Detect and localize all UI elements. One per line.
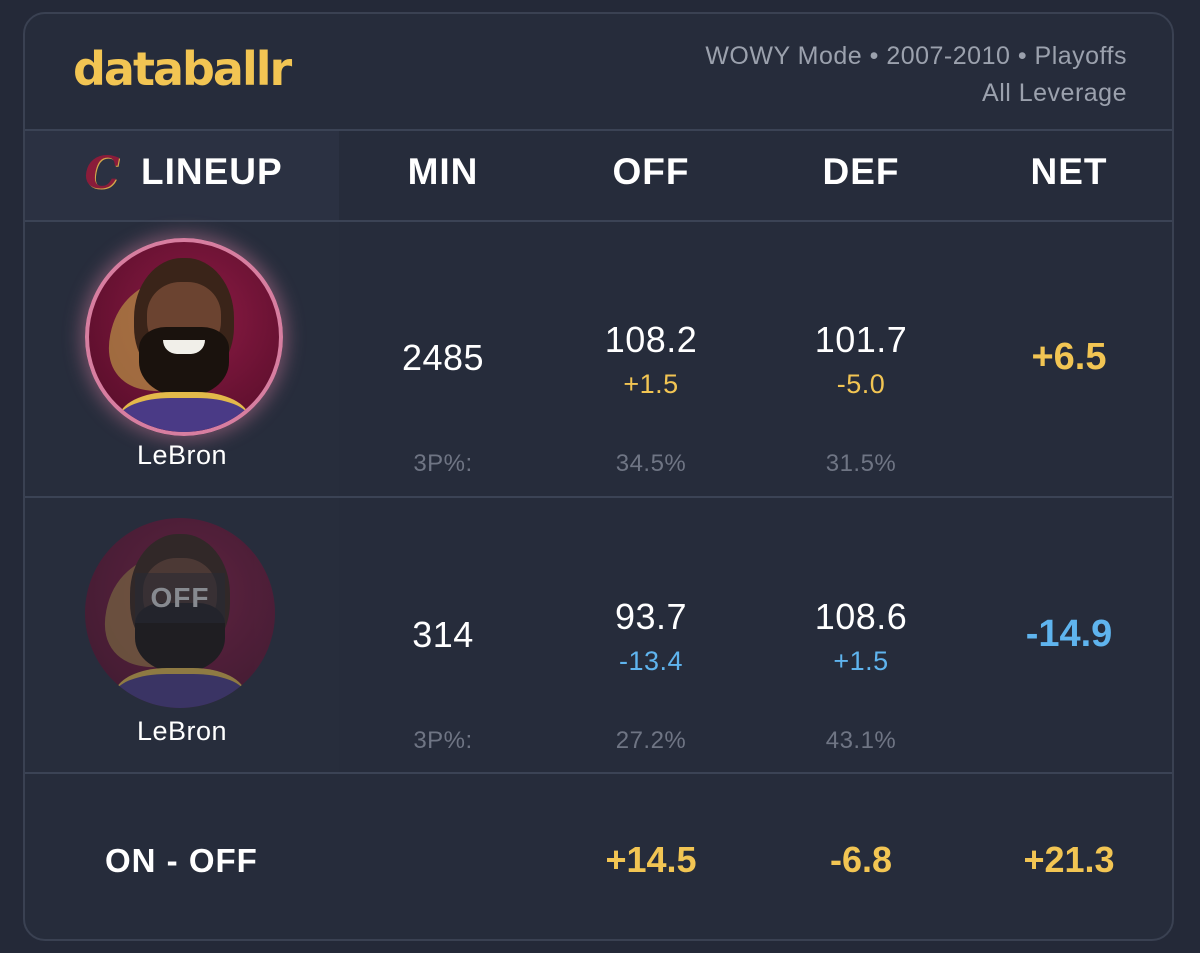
off-rating: 108.2 [604, 319, 698, 360]
off-delta: +1.5 [623, 369, 679, 399]
net-rating: -14.9 [1025, 613, 1113, 655]
on-off-net: +21.3 [1023, 839, 1115, 880]
player-name: LeBron [136, 440, 228, 470]
column-header-min[interactable]: MIN [407, 151, 479, 192]
column-header-net[interactable]: NET [1030, 151, 1108, 192]
min-value: 2485 [401, 337, 485, 378]
filter-summary: WOWY Mode • 2007-2010 • Playoffs All Lev… [705, 38, 1127, 112]
on-off-off: +14.5 [605, 839, 697, 880]
def-three-pt: 43.1% [825, 727, 897, 754]
off-badge: OFF [135, 573, 225, 623]
def-rating: 101.7 [814, 319, 908, 360]
three-pt-label: 3P%: [413, 450, 473, 477]
divider [25, 220, 1172, 222]
player-name: LeBron [136, 716, 228, 746]
three-pt-label: 3P%: [413, 727, 473, 754]
filter-line-1[interactable]: WOWY Mode • 2007-2010 • Playoffs [705, 42, 1127, 70]
player-avatar-off[interactable]: C OFF [85, 518, 275, 708]
def-delta: +1.5 [833, 646, 889, 676]
on-off-label: ON - OFF [105, 842, 258, 879]
off-three-pt: 34.5% [615, 450, 687, 477]
off-rating: 93.7 [614, 596, 688, 637]
column-header-off[interactable]: OFF [612, 151, 690, 192]
divider [25, 496, 1172, 498]
def-delta: -5.0 [836, 369, 886, 399]
wowy-card: databallr WOWY Mode • 2007-2010 • Playof… [23, 12, 1174, 941]
off-three-pt: 27.2% [615, 727, 687, 754]
net-rating: +6.5 [1031, 336, 1107, 378]
cavaliers-logo-icon: C [84, 148, 120, 199]
min-value: 314 [412, 614, 474, 655]
def-three-pt: 31.5% [825, 450, 897, 477]
filter-line-2[interactable]: All Leverage [982, 79, 1127, 107]
player-cell-on: C LeBron [25, 222, 339, 496]
brand-logo[interactable]: databallr [73, 42, 292, 96]
column-header-def[interactable]: DEF [822, 151, 900, 192]
on-off-def: -6.8 [829, 839, 893, 880]
def-rating: 108.6 [814, 596, 908, 637]
divider [25, 129, 1172, 131]
player-avatar-on[interactable]: C [85, 238, 283, 436]
lineup-header-cell: C [25, 131, 339, 221]
player-cell-off: C OFF LeBron [25, 498, 339, 772]
divider [25, 772, 1172, 774]
off-delta: -13.4 [618, 646, 684, 676]
column-header-lineup[interactable]: LINEUP [141, 151, 283, 192]
